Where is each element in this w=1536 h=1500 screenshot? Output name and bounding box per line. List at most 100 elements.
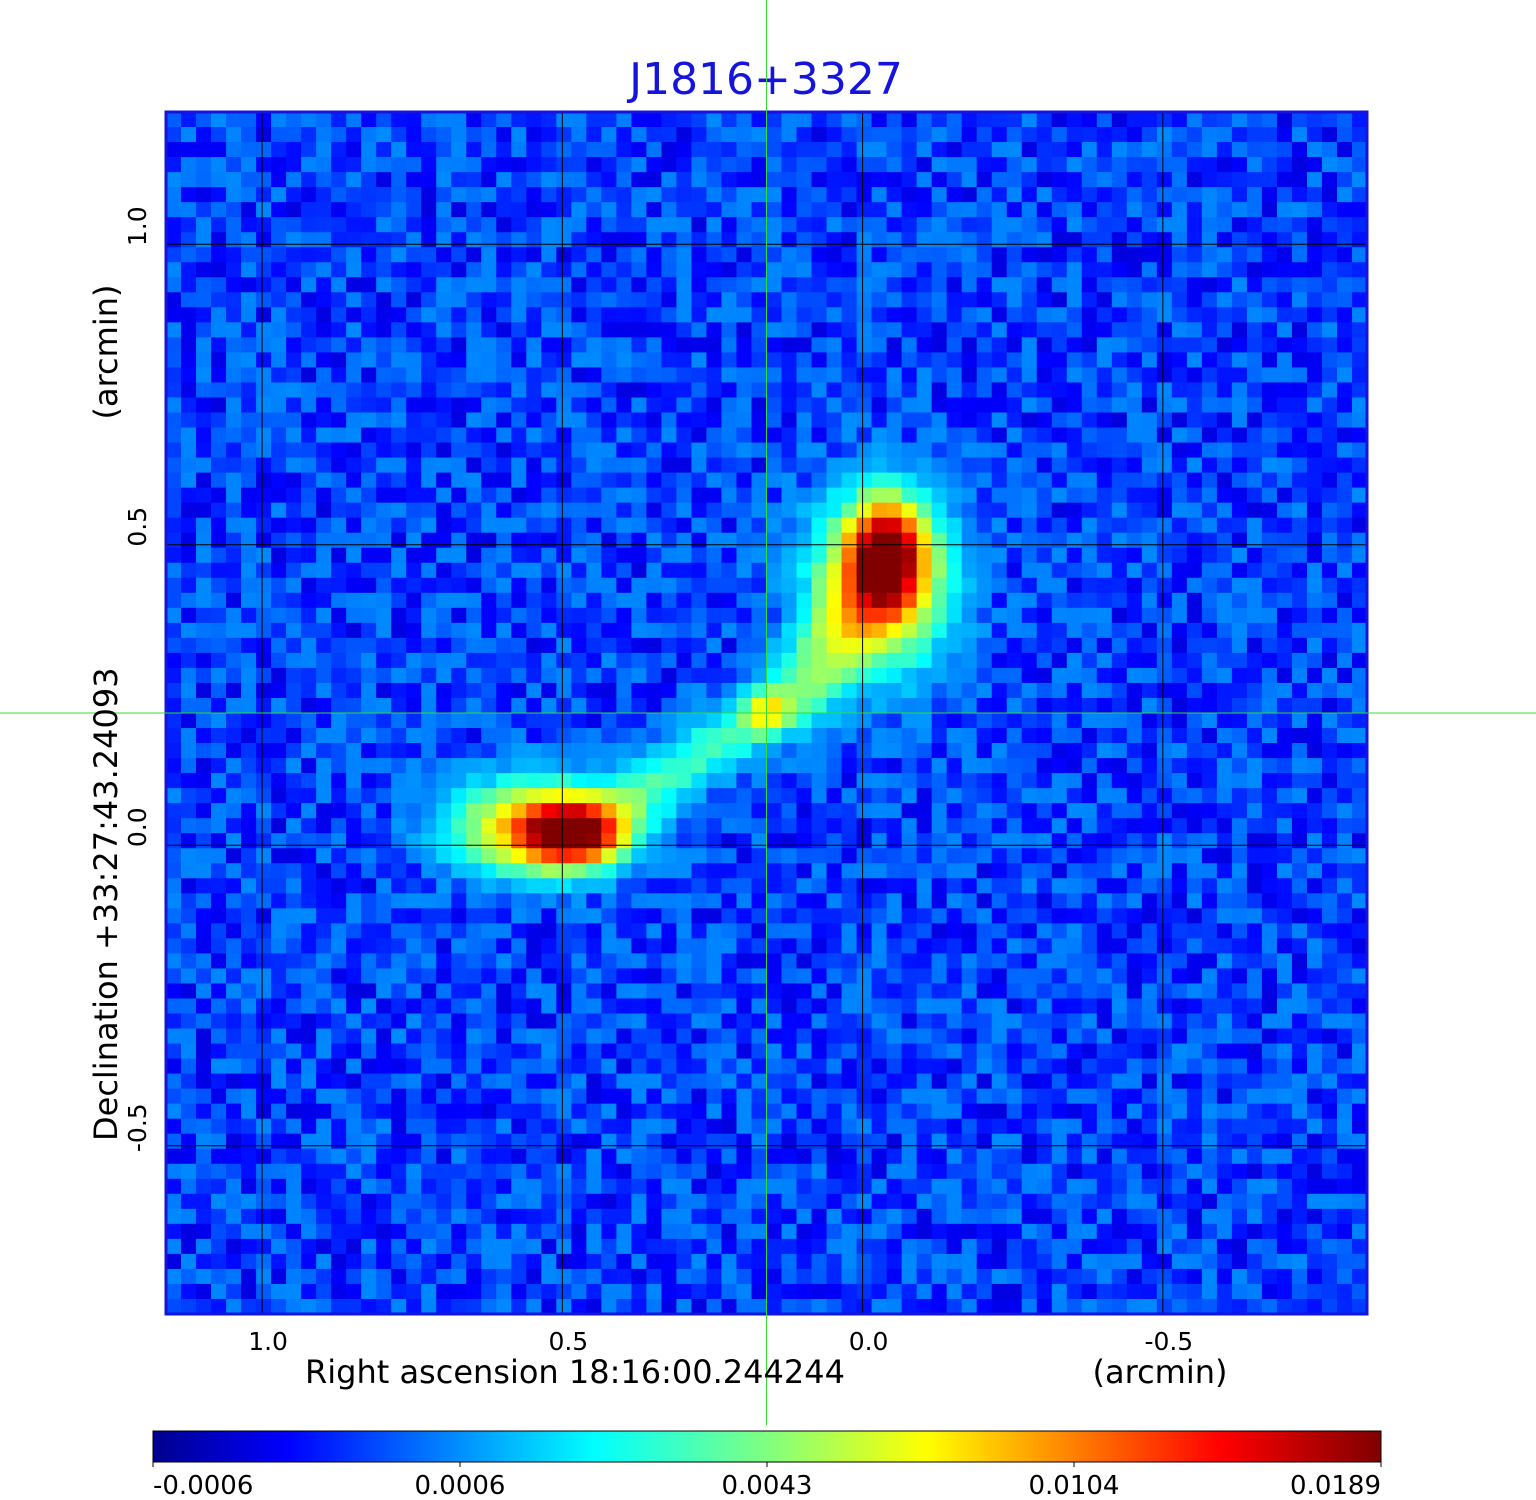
image-pixel: [556, 442, 572, 459]
image-pixel: [586, 592, 602, 609]
image-pixel: [781, 547, 798, 564]
image-pixel: [196, 517, 212, 534]
image-pixel: [511, 908, 527, 924]
image-pixel: [436, 412, 452, 429]
image-pixel: [976, 562, 993, 579]
image-pixel: [1141, 112, 1158, 128]
image-pixel: [781, 893, 798, 909]
image-pixel: [781, 487, 798, 504]
image-pixel: [1081, 217, 1098, 233]
image-pixel: [526, 142, 542, 158]
image-pixel: [616, 878, 632, 894]
image-pixel: [316, 803, 332, 819]
image-pixel: [406, 547, 422, 564]
image-pixel: [736, 908, 753, 924]
image-pixel: [1291, 397, 1308, 414]
image-pixel: [541, 622, 557, 639]
image-pixel: [1231, 562, 1248, 579]
image-pixel: [346, 412, 362, 429]
image-pixel: [601, 442, 617, 459]
image-pixel: [376, 217, 392, 233]
image-pixel: [346, 1043, 362, 1060]
image-pixel: [421, 758, 437, 774]
image-pixel: [496, 728, 512, 744]
image-pixel: [1006, 127, 1023, 143]
image-pixel: [1096, 487, 1113, 504]
image-pixel: [706, 908, 723, 924]
image-pixel: [271, 863, 287, 879]
image-pixel: [421, 848, 437, 864]
image-pixel: [646, 923, 663, 939]
image-pixel: [1066, 773, 1083, 789]
image-pixel: [526, 1013, 542, 1030]
image-pixel: [1036, 953, 1053, 970]
image-pixel: [166, 938, 182, 955]
image-pixel: [421, 457, 437, 474]
image-pixel: [1036, 968, 1053, 985]
image-pixel: [1246, 577, 1263, 594]
image-pixel: [601, 577, 617, 594]
image-pixel: [961, 953, 978, 970]
image-pixel: [1081, 908, 1098, 924]
image-pixel: [811, 863, 828, 879]
image-pixel: [886, 953, 903, 970]
image-pixel: [631, 1043, 647, 1060]
image-pixel: [931, 938, 948, 955]
image-pixel: [526, 307, 542, 323]
image-pixel: [946, 472, 963, 489]
image-pixel: [1276, 352, 1293, 369]
image-pixel: [436, 652, 452, 669]
image-pixel: [916, 863, 933, 879]
image-pixel: [676, 157, 693, 173]
image-pixel: [1351, 142, 1368, 158]
image-pixel: [856, 142, 873, 158]
image-pixel: [511, 217, 527, 233]
image-pixel: [331, 938, 347, 955]
image-pixel: [1171, 938, 1188, 955]
image-pixel: [601, 382, 617, 399]
image-pixel: [376, 187, 392, 203]
image-pixel: [181, 487, 197, 504]
image-pixel: [1066, 397, 1083, 414]
image-pixel: [616, 187, 632, 203]
image-pixel: [241, 953, 257, 970]
image-pixel: [391, 322, 407, 338]
image-pixel: [181, 472, 197, 489]
image-pixel: [991, 472, 1008, 489]
image-pixel: [1111, 983, 1128, 1000]
image-pixel: [271, 112, 287, 128]
image-pixel: [586, 382, 602, 399]
image-pixel: [1096, 517, 1113, 534]
image-pixel: [856, 307, 873, 323]
image-pixel: [736, 217, 753, 233]
image-pixel: [466, 622, 482, 639]
image-pixel: [1066, 652, 1083, 669]
image-pixel: [541, 307, 557, 323]
image-pixel: [826, 427, 843, 444]
image-pixel: [1351, 382, 1368, 399]
image-pixel: [286, 923, 302, 939]
image-pixel: [481, 908, 497, 924]
image-pixel: [286, 172, 302, 188]
image-pixel: [226, 758, 242, 774]
image-pixel: [301, 908, 317, 924]
image-pixel: [316, 1043, 332, 1060]
image-pixel: [691, 713, 708, 729]
image-pixel: [211, 848, 227, 864]
image-pixel: [436, 517, 452, 534]
image-pixel: [211, 307, 227, 323]
image-pixel: [886, 728, 903, 744]
image-pixel: [736, 472, 753, 489]
image-pixel: [706, 607, 723, 624]
image-pixel: [856, 427, 873, 444]
image-pixel: [886, 112, 903, 128]
image-pixel: [991, 307, 1008, 323]
image-pixel: [991, 562, 1008, 579]
image-pixel: [841, 442, 858, 459]
image-pixel: [436, 247, 452, 263]
image-pixel: [241, 998, 257, 1015]
chart-title: J1816+3327: [626, 54, 903, 105]
image-pixel: [1246, 142, 1263, 158]
image-pixel: [376, 472, 392, 489]
image-pixel: [571, 803, 587, 819]
